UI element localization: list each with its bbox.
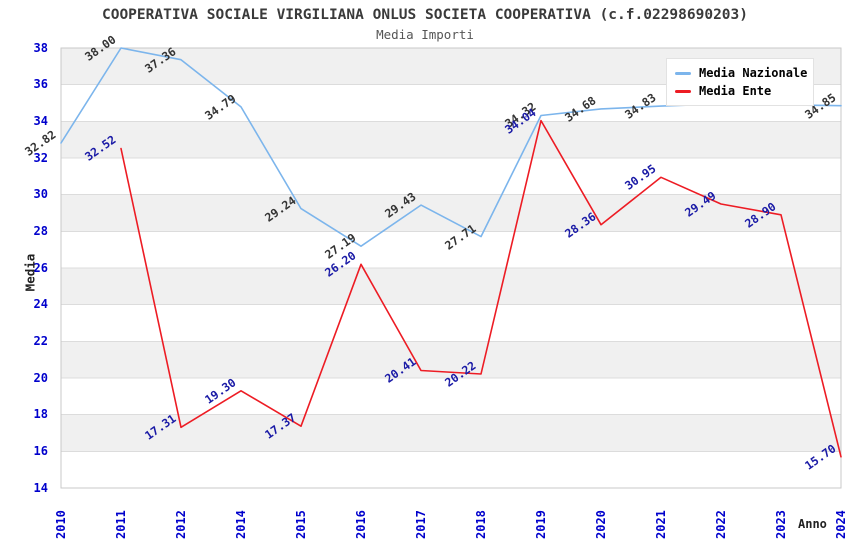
x-tick-label: 2018: [473, 510, 488, 539]
legend-swatch-ente-icon: [675, 89, 691, 93]
x-tick-label: 2011: [113, 510, 128, 539]
plot-band: [61, 194, 841, 232]
legend: Media Nazionale Media Ente: [666, 58, 814, 106]
x-tick-label: 2024: [833, 510, 848, 539]
x-tick-label: 2017: [413, 510, 428, 539]
y-tick-label: 24: [33, 297, 48, 312]
y-tick-label: 36: [33, 77, 48, 92]
x-tick-label: 2021: [653, 510, 668, 539]
x-tick-label: 2023: [773, 510, 788, 539]
y-tick-label: 34: [33, 113, 48, 128]
x-tick-label: 2019: [533, 510, 548, 539]
x-tick-label: 2012: [173, 510, 188, 539]
legend-item-media-nazionale[interactable]: Media Nazionale: [675, 64, 808, 82]
x-tick-label: 2010: [53, 510, 68, 539]
legend-label-media-ente: Media Ente: [699, 84, 772, 98]
chart-subtitle: Media Importi: [376, 27, 474, 42]
plot-border: [60, 47, 842, 489]
plot-band: [61, 268, 841, 305]
x-tick-label: 2020: [593, 510, 608, 539]
chart-title: COOPERATIVA SOCIALE VIRGILIANA ONLUS SOC…: [101, 7, 748, 23]
x-axis-title: Anno: [798, 517, 827, 531]
y-tick-label: 30: [33, 187, 48, 202]
y-tick-label: 14: [33, 480, 48, 495]
legend-swatch-nazionale-icon: [675, 71, 691, 75]
y-tick-label: 16: [33, 443, 48, 458]
plot-band: [61, 414, 841, 452]
y-tick-label: 18: [33, 407, 48, 422]
y-tick-label: 32: [33, 150, 48, 165]
y-tick-label: 22: [33, 333, 48, 348]
y-tick-label: 38: [33, 40, 48, 55]
x-tick-label: 2016: [353, 510, 368, 539]
y-tick-label: 20: [33, 370, 48, 385]
x-tick-label: 2022: [713, 510, 728, 539]
legend-item-media-ente[interactable]: Media Ente: [675, 82, 805, 100]
plot-band: [61, 121, 841, 158]
legend-label-media-nazionale: Media Nazionale: [699, 66, 808, 80]
x-tick-label: 2015: [293, 510, 308, 539]
series-line-ente: [120, 119, 842, 458]
y-tick-label: 28: [33, 223, 48, 238]
x-tick-label: 2014: [233, 510, 248, 539]
y-axis-title: Media: [22, 253, 38, 292]
y-tick-label: 26: [33, 260, 48, 275]
